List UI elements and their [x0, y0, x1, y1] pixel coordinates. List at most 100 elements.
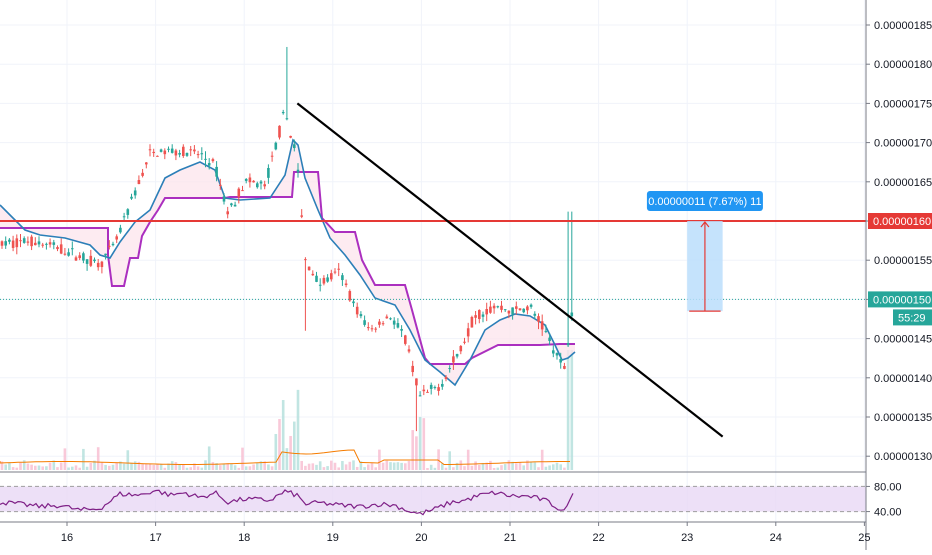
candle-body: [196, 154, 200, 156]
volume-bar: [215, 463, 218, 470]
candle-body: [293, 144, 296, 149]
candle-body: [315, 275, 318, 282]
candle-body: [182, 146, 185, 157]
candle-body: [570, 312, 574, 317]
candle-body: [22, 238, 26, 243]
candle-body: [544, 330, 548, 332]
volume-bar: [167, 463, 170, 470]
volume-bar: [219, 465, 222, 470]
volume-bar: [145, 463, 148, 470]
volume-bars: [0, 350, 574, 470]
last-price-badge: [868, 291, 932, 308]
candle-body: [381, 323, 385, 325]
volume-bar: [355, 466, 359, 470]
volume-bar: [459, 460, 463, 470]
volume-bar: [363, 467, 366, 470]
candle-body: [30, 236, 33, 247]
volume-bar: [26, 463, 30, 470]
volume-bar: [470, 465, 474, 470]
candle-body: [152, 151, 155, 154]
volume-bar: [429, 464, 433, 470]
candle-body: [385, 316, 389, 319]
candle-body: [326, 277, 329, 282]
candle-body: [148, 149, 152, 151]
candle-body: [78, 255, 81, 259]
volume-bar: [381, 462, 385, 470]
candle-body: [337, 268, 340, 270]
volume-bar: [548, 465, 551, 470]
volume-bar: [489, 460, 492, 470]
x-tick-label: 22: [592, 532, 604, 544]
candle-body: [452, 356, 455, 363]
volume-bar: [244, 466, 248, 470]
volume-bar: [111, 464, 115, 470]
candle-body: [207, 163, 211, 166]
volume-bar: [59, 462, 63, 470]
volume-bar: [259, 461, 263, 470]
y-tick-label: 0.00000185: [874, 20, 932, 32]
volume-bar: [119, 461, 122, 470]
candle-body: [259, 181, 263, 184]
candle-body: [352, 301, 355, 304]
volume-bar: [478, 465, 481, 470]
candle-body: [300, 215, 303, 217]
volume-bar: [500, 465, 503, 470]
candle-body: [333, 271, 337, 273]
volume-bar: [285, 448, 289, 470]
x-tick-label: 21: [504, 532, 516, 544]
volume-bar: [367, 464, 370, 470]
measure-label-badge: [646, 191, 763, 211]
candle-body: [466, 328, 470, 337]
candle-body: [374, 328, 377, 330]
volume-bar: [267, 464, 270, 470]
candle-body: [563, 365, 566, 369]
volume-bar: [248, 466, 252, 470]
volume-bar: [566, 350, 570, 470]
candle-body: [26, 241, 30, 243]
volume-bar: [207, 446, 211, 470]
volume-bar: [507, 460, 511, 470]
countdown-badge: [893, 309, 932, 326]
candle-body: [270, 155, 274, 157]
candle-body: [422, 389, 426, 392]
candle-body: [304, 259, 307, 261]
volume-bar: [400, 462, 403, 470]
candle-body: [193, 149, 196, 152]
candle-body: [489, 306, 492, 313]
volume-bar: [226, 463, 229, 470]
volume-bar: [252, 464, 255, 470]
candle-body: [67, 252, 70, 256]
volume-bar: [37, 465, 41, 470]
candle-body: [56, 247, 59, 250]
rsi-axis[interactable]: 80.00 40.00: [866, 481, 902, 519]
y-tick-label: 0.00000175: [874, 98, 932, 110]
volume-bar: [352, 460, 355, 470]
volume-bar: [126, 450, 130, 470]
volume-bar: [89, 462, 93, 470]
candle-body: [248, 177, 252, 183]
volume-bar: [237, 467, 241, 470]
volume-bar: [570, 350, 574, 470]
candle-body: [204, 158, 207, 160]
candle-body: [537, 316, 540, 322]
volume-bar: [41, 466, 44, 470]
resistance-price-badge: [868, 213, 932, 229]
volume-bar: [281, 400, 285, 470]
time-axis[interactable]: 16 17 18 19 20 21 22 23 24 25: [61, 522, 871, 544]
candle-body: [130, 196, 133, 199]
candle-body: [518, 308, 522, 311]
candle-body: [559, 358, 562, 363]
candle-body: [267, 167, 270, 178]
candle-body: [174, 150, 178, 156]
y-tick-label: 0.00000165: [874, 177, 932, 189]
volume-bar: [326, 466, 329, 470]
volume-bar: [437, 449, 440, 470]
volume-bar: [15, 467, 19, 470]
candle-body: [285, 118, 289, 120]
volume-bar: [270, 466, 274, 470]
volume-bar: [52, 460, 56, 470]
volume-bar: [422, 418, 426, 470]
trend-line[interactable]: [296, 102, 724, 438]
